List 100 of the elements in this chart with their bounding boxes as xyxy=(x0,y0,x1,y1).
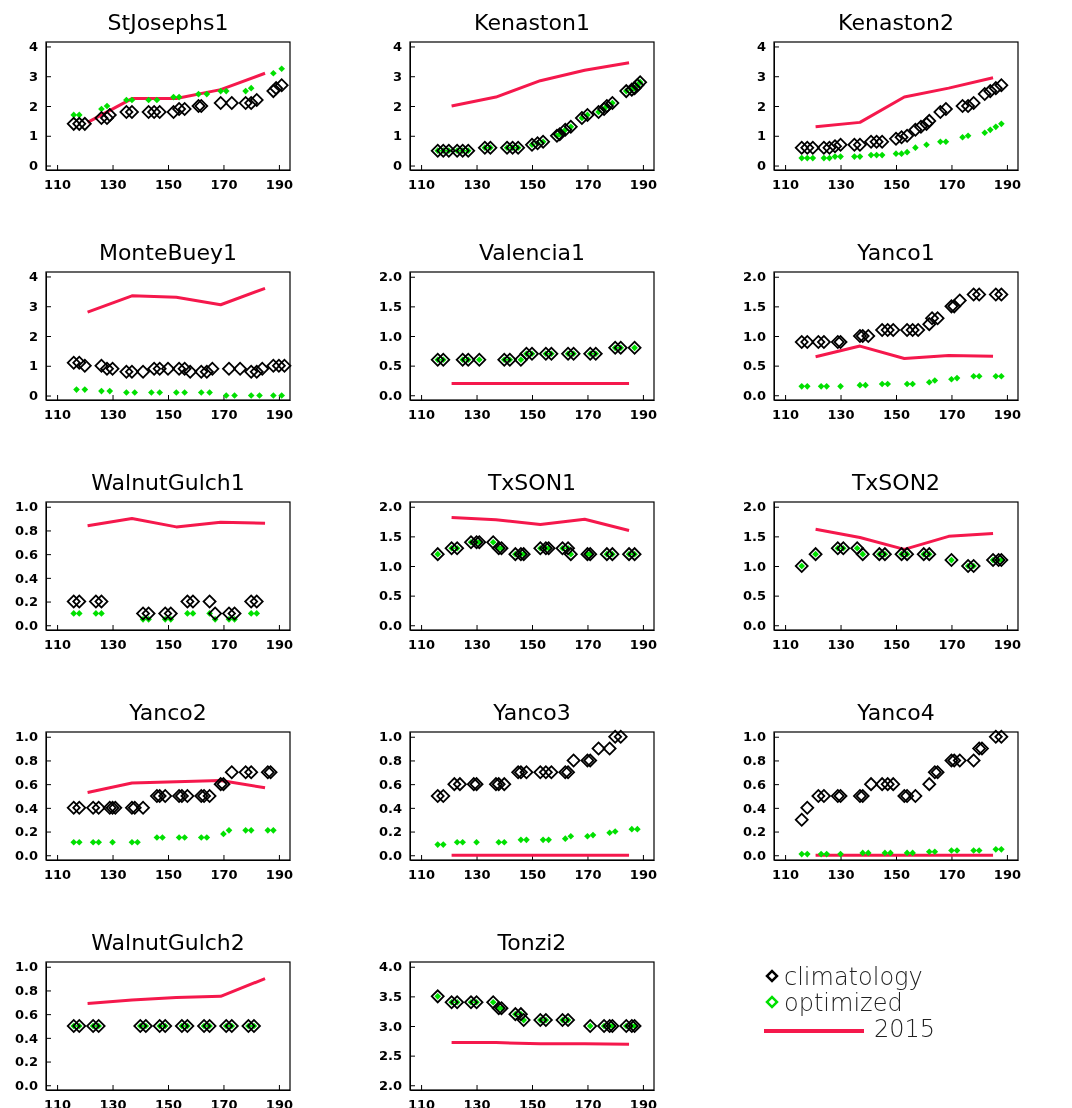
y-tick-label: 0.8 xyxy=(14,523,38,539)
chart-title: Yanco2 xyxy=(128,700,207,725)
y-tick-label: 0.6 xyxy=(14,1006,38,1022)
x-tick-label: 130 xyxy=(827,177,855,193)
x-tick-label: 170 xyxy=(938,867,966,883)
y-tick-label: 4 xyxy=(392,39,402,55)
y-tick-label: 0.0 xyxy=(14,617,38,633)
y-tick-label: 0.0 xyxy=(742,847,766,863)
y-tick-label: 3.0 xyxy=(378,1018,402,1034)
x-tick-label: 150 xyxy=(154,637,183,653)
y-tick-label: 0.0 xyxy=(378,617,402,633)
chart-title: TxSON1 xyxy=(486,470,577,495)
y-tick-label: 0.0 xyxy=(742,387,766,403)
y-tick-label: 0.2 xyxy=(14,594,38,610)
x-tick-label: 190 xyxy=(629,177,657,193)
y-tick-label: 1.5 xyxy=(378,299,402,315)
y-tick-label: 2 xyxy=(28,98,38,114)
x-tick-label: 130 xyxy=(99,637,127,653)
chart-title: TxSON2 xyxy=(850,470,941,495)
x-tick-label: 170 xyxy=(574,407,602,423)
x-tick-label: 130 xyxy=(827,407,855,423)
y-tick-label: 0.6 xyxy=(378,776,402,792)
x-tick-label: 190 xyxy=(265,637,293,653)
y-tick-label: 0.8 xyxy=(14,983,38,999)
x-tick-label: 150 xyxy=(518,407,547,423)
x-tick-label: 130 xyxy=(827,867,855,883)
y-tick-label: 0.4 xyxy=(14,800,38,816)
y-tick-label: 2 xyxy=(756,98,766,114)
x-tick-label: 150 xyxy=(882,637,911,653)
chart-title: Yanco1 xyxy=(856,240,935,265)
x-tick-label: 190 xyxy=(993,177,1021,193)
y-tick-label: 0.5 xyxy=(742,358,766,374)
y-tick-label: 0.2 xyxy=(378,824,402,840)
y-tick-label: 1.0 xyxy=(14,499,38,515)
y-tick-label: 3 xyxy=(28,298,38,314)
x-tick-label: 130 xyxy=(463,867,491,883)
x-tick-label: 170 xyxy=(210,407,238,423)
x-tick-label: 110 xyxy=(44,867,72,883)
x-tick-label: 190 xyxy=(265,407,293,423)
y-tick-label: 3 xyxy=(756,68,766,84)
x-tick-label: 170 xyxy=(938,177,966,193)
y-tick-label: 0 xyxy=(28,158,38,174)
y-tick-label: 0.4 xyxy=(14,1030,38,1046)
x-tick-label: 190 xyxy=(265,177,293,193)
y-tick-label: 0.0 xyxy=(378,387,402,403)
chart-title: Kenaston1 xyxy=(474,10,590,35)
x-tick-label: 190 xyxy=(629,637,657,653)
x-tick-label: 150 xyxy=(154,407,183,423)
chart-title: Kenaston2 xyxy=(838,10,954,35)
x-tick-label: 150 xyxy=(882,867,911,883)
x-tick-label: 150 xyxy=(518,867,547,883)
y-tick-label: 1 xyxy=(392,128,402,144)
x-tick-label: 130 xyxy=(99,177,127,193)
x-tick-label: 170 xyxy=(574,177,602,193)
x-tick-label: 110 xyxy=(772,407,800,423)
x-tick-label: 110 xyxy=(408,177,436,193)
chart-title: Valencia1 xyxy=(478,240,586,265)
legend-label: climatology xyxy=(784,963,923,991)
y-tick-label: 0.0 xyxy=(742,617,766,633)
y-tick-label: 0 xyxy=(392,158,402,174)
x-tick-label: 150 xyxy=(518,637,547,653)
y-tick-label: 0.6 xyxy=(742,776,766,792)
y-tick-label: 1.0 xyxy=(742,328,766,344)
y-tick-label: 0.2 xyxy=(14,1054,38,1070)
x-tick-label: 170 xyxy=(574,867,602,883)
y-tick-label: 0.2 xyxy=(14,824,38,840)
x-tick-label: 130 xyxy=(99,867,127,883)
y-tick-label: 4.0 xyxy=(378,959,402,975)
y-tick-label: 3 xyxy=(28,68,38,84)
x-tick-label: 170 xyxy=(938,637,966,653)
x-tick-label: 110 xyxy=(44,177,72,193)
x-tick-label: 130 xyxy=(827,637,855,653)
y-tick-label: 2.5 xyxy=(378,1048,402,1064)
y-tick-label: 0.2 xyxy=(742,824,766,840)
x-tick-label: 190 xyxy=(629,407,657,423)
x-tick-label: 170 xyxy=(210,637,238,653)
y-tick-label: 1.5 xyxy=(378,529,402,545)
y-tick-label: 0.4 xyxy=(742,800,766,816)
x-tick-label: 150 xyxy=(154,177,183,193)
y-tick-label: 0.5 xyxy=(378,358,402,374)
y-tick-label: 1.5 xyxy=(742,529,766,545)
x-tick-label: 110 xyxy=(772,177,800,193)
x-tick-label: 110 xyxy=(772,637,800,653)
legend-label: 2015 xyxy=(874,1015,936,1043)
y-tick-label: 2.0 xyxy=(742,269,766,285)
y-tick-label: 4 xyxy=(28,39,38,55)
x-tick-label: 150 xyxy=(882,177,911,193)
y-tick-label: 1 xyxy=(28,358,38,374)
y-tick-label: 0.5 xyxy=(378,588,402,604)
chart-title: WalnutGulch2 xyxy=(91,930,245,955)
y-tick-label: 0.0 xyxy=(378,847,402,863)
y-tick-label: 0.8 xyxy=(14,753,38,769)
chart-title: Yanco3 xyxy=(492,700,571,725)
chart-title: Tonzi2 xyxy=(496,930,567,955)
y-tick-label: 0 xyxy=(756,158,766,174)
y-tick-label: 0.4 xyxy=(378,800,402,816)
legend-label: optimized xyxy=(784,989,903,1017)
y-tick-label: 0.4 xyxy=(14,570,38,586)
x-tick-label: 190 xyxy=(993,867,1021,883)
x-tick-label: 110 xyxy=(772,867,800,883)
